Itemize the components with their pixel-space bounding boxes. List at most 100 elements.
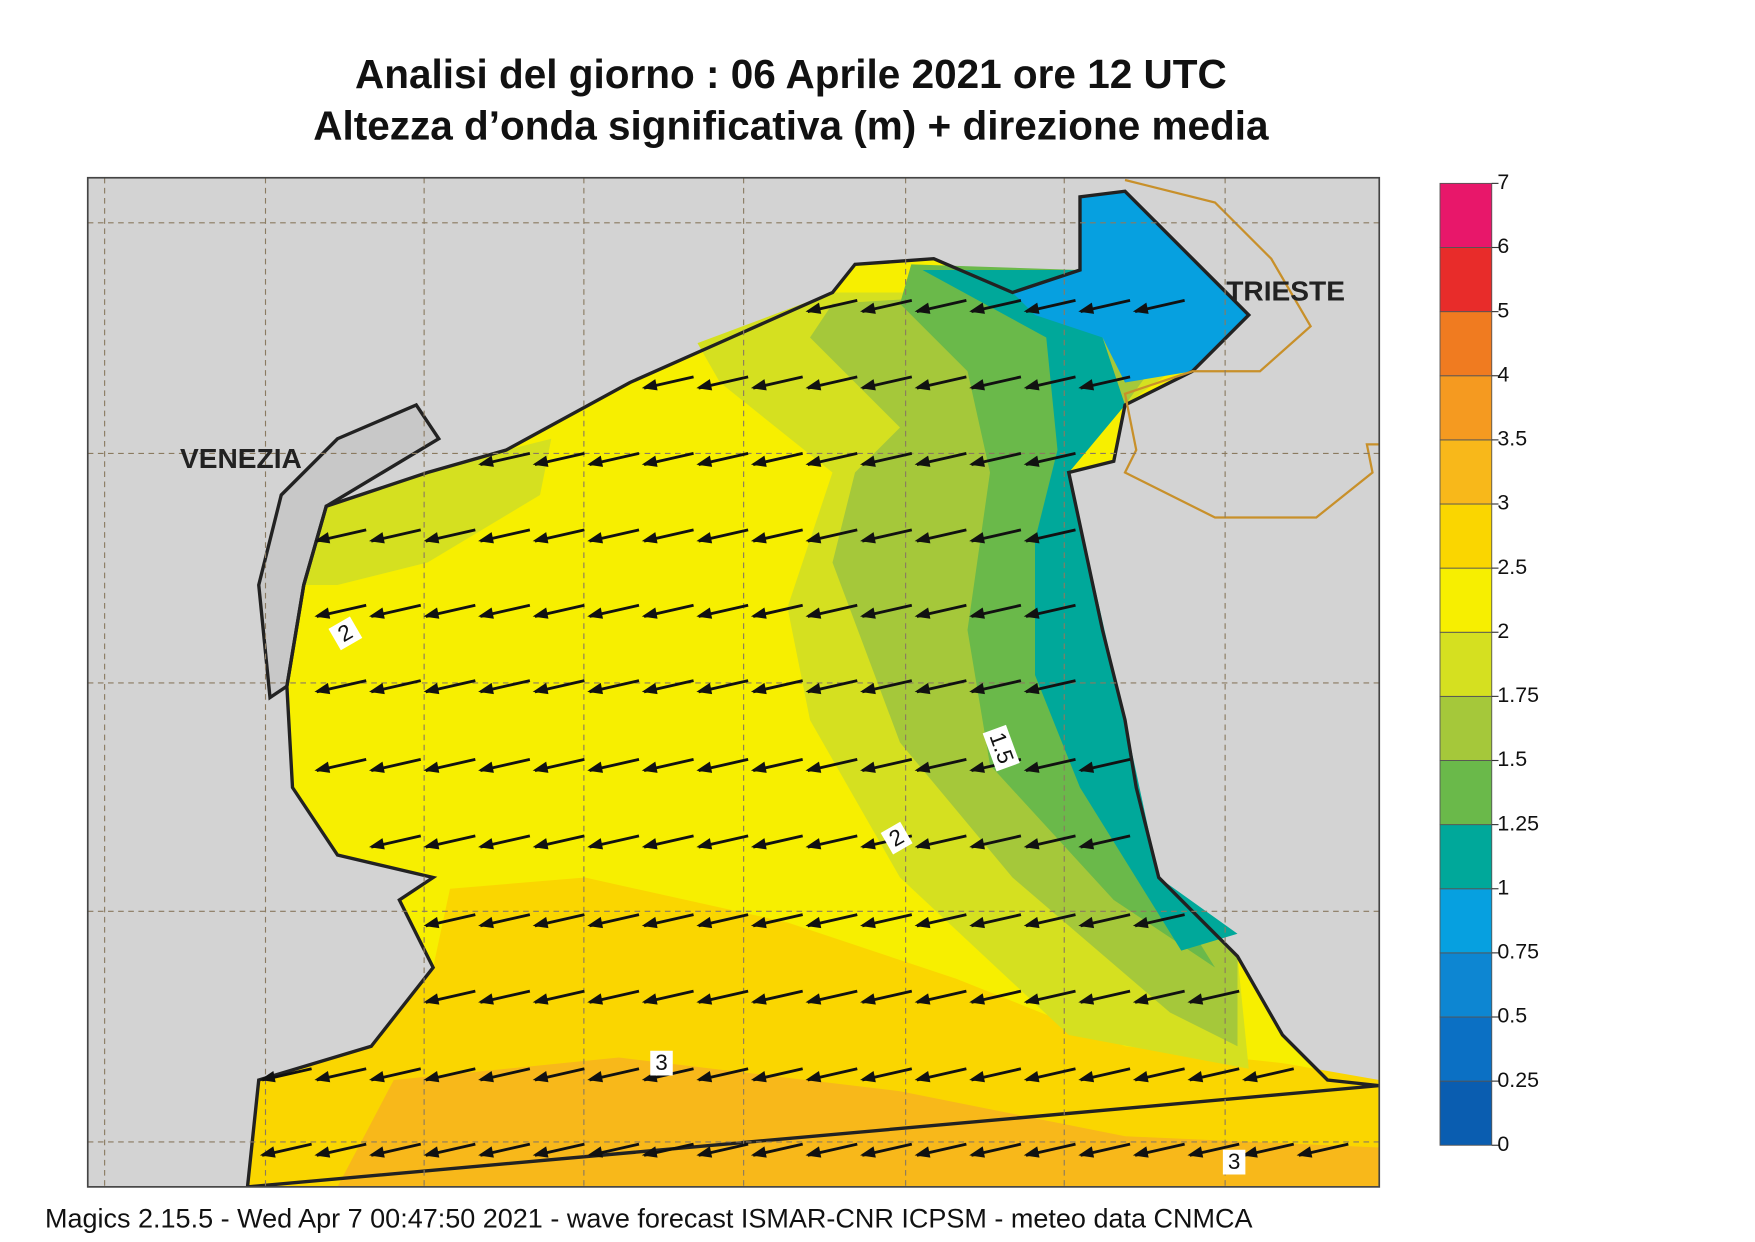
arrow-head: [423, 1146, 440, 1158]
arrow-head: [696, 379, 713, 391]
arrow-head: [805, 838, 822, 850]
arrow-head: [805, 682, 822, 695]
arrow-head: [1023, 916, 1040, 929]
arrow-head: [1023, 1146, 1040, 1158]
arrow-head: [423, 993, 440, 1005]
arrow-head: [805, 302, 822, 314]
arrow-head: [1078, 993, 1095, 1005]
arrow-head: [587, 607, 603, 619]
arrow-head: [860, 761, 876, 773]
arrow-head: [641, 682, 658, 695]
arrow-head: [314, 1146, 331, 1158]
arrow-head: [969, 916, 985, 929]
arrow-head: [1023, 532, 1040, 544]
arrow-head: [532, 532, 549, 544]
arrow-head: [750, 532, 767, 544]
arrow-head: [969, 682, 985, 695]
arrow-head: [1078, 838, 1095, 850]
arrow-head: [423, 761, 440, 773]
arrow-head: [805, 532, 822, 544]
band-1: [922, 270, 1238, 951]
arrow-head: [423, 532, 440, 544]
border: [1123, 178, 1380, 519]
city-label: VENEZIA: [180, 443, 302, 474]
arrow-head: [696, 838, 713, 850]
arrow-head: [805, 379, 822, 391]
colorbar-label: 5: [1497, 298, 1509, 322]
arrow-head: [641, 532, 658, 544]
arrow-head: [860, 1146, 876, 1158]
arrow-head: [914, 455, 931, 467]
arrow-head: [641, 379, 658, 391]
arrow-head: [750, 682, 767, 695]
colorbar: 0 0.25 0.5 0.75 1 1.25 1.5 1.75 2 2.5 3 3.5 4 5 6 7: [1439, 170, 1539, 1156]
arrow-head: [914, 607, 931, 619]
arrow-head: [1242, 1146, 1258, 1158]
arrow-head: [750, 993, 767, 1005]
arrow-head: [1187, 1071, 1204, 1083]
arrow-head: [587, 682, 603, 695]
arrow-head: [860, 682, 876, 695]
arrow-head: [314, 607, 331, 619]
arrow-head: [259, 1071, 276, 1083]
arrow-head: [914, 302, 931, 314]
wave-directions: [259, 299, 1349, 1158]
colorbar-segment: [1439, 824, 1493, 890]
arrow-head: [314, 532, 331, 544]
arrow-head: [1023, 379, 1040, 391]
arrow-head: [750, 455, 767, 467]
arrow-head: [1023, 302, 1040, 314]
arrow-head: [587, 761, 603, 773]
arrow-head: [478, 916, 494, 929]
arrow-head: [478, 761, 494, 773]
colorbar-label: 6: [1497, 234, 1509, 258]
arrow-head: [1078, 916, 1095, 929]
band-0-75: [1012, 191, 1249, 383]
map-frame: [86, 176, 1381, 1188]
colorbar-segment: [1439, 695, 1493, 761]
arrow-head: [478, 532, 494, 544]
city-label: TRIESTE: [1226, 275, 1345, 306]
arrow-head: [1023, 607, 1040, 619]
colorbar-label: 7: [1497, 170, 1509, 194]
arrow-head: [1078, 302, 1095, 314]
arrow-head: [532, 1071, 549, 1083]
arrow-head: [696, 1146, 713, 1158]
colorbar-label: 1.75: [1497, 683, 1539, 707]
arrow-head: [423, 682, 440, 695]
arrow-head: [696, 682, 713, 695]
arrow-head: [696, 916, 713, 929]
arrow-head: [314, 682, 331, 695]
arrow-head: [532, 993, 549, 1005]
arrow-head: [914, 682, 931, 695]
arrow-head: [423, 607, 440, 619]
footer: Magics 2.15.5 - Wed Apr 7 00:47:50 2021 …: [45, 1203, 1253, 1233]
arrow-head: [860, 302, 876, 314]
arrow-head: [1187, 1146, 1204, 1158]
arrow-head: [641, 993, 658, 1005]
arrow-head: [1023, 838, 1040, 850]
arrow-head: [641, 838, 658, 850]
colorbar-label: 4: [1497, 362, 1509, 386]
colorbar-segment: [1439, 1016, 1493, 1082]
colorbar-segment: [1439, 1080, 1493, 1146]
colorbar-label: 3.5: [1497, 427, 1527, 451]
arrow-head: [969, 379, 985, 391]
arrow-head: [750, 1146, 767, 1158]
arrow-head: [1023, 993, 1040, 1005]
arrow-head: [532, 838, 549, 850]
arrow-head: [805, 916, 822, 929]
arrow-head: [532, 607, 549, 619]
arrow-head: [532, 682, 549, 695]
band-1-75-west: [303, 438, 552, 585]
arrow-head: [478, 607, 494, 619]
label-box: [650, 1050, 673, 1076]
arrow-head: [696, 455, 713, 467]
title-line1: Analisi del giorno : 06 Aprile 2021 ore …: [355, 51, 1227, 97]
arrow-head: [969, 838, 985, 850]
colorbar-label: 2.5: [1497, 555, 1527, 579]
arrow-head: [805, 607, 822, 619]
arrow-head: [641, 916, 658, 929]
arrow-head: [1132, 993, 1149, 1005]
arrow-head: [914, 1071, 931, 1083]
